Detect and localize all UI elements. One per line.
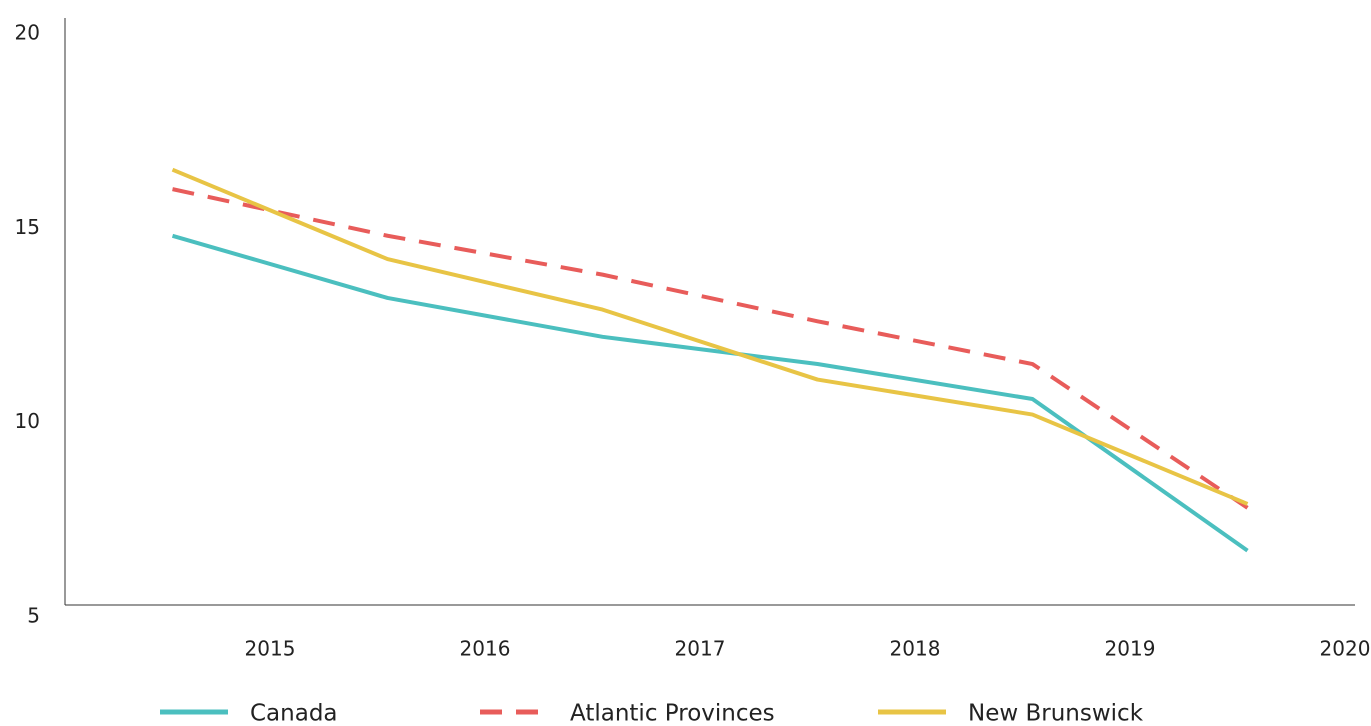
- y-tick-label: 10: [15, 409, 40, 433]
- y-tick-label: 20: [15, 21, 40, 45]
- x-tick-label: 2015: [245, 637, 296, 661]
- x-tick-label: 2018: [890, 637, 941, 661]
- x-tick-label: 2020: [1320, 637, 1371, 661]
- legend-label: New Brunswick: [968, 701, 1144, 726]
- line-series: [171, 167, 1249, 506]
- x-tick-label: 2019: [1105, 637, 1156, 661]
- legend-label: Canada: [250, 701, 338, 726]
- legend-label: Atlantic Provinces: [570, 701, 775, 726]
- line-series: [172, 187, 1249, 510]
- line-series: [171, 233, 1249, 553]
- x-tick-label: 2017: [675, 637, 726, 661]
- x-tick-label: 2016: [460, 637, 511, 661]
- y-tick-label: 15: [15, 215, 40, 239]
- y-tick-label: 5: [27, 604, 40, 628]
